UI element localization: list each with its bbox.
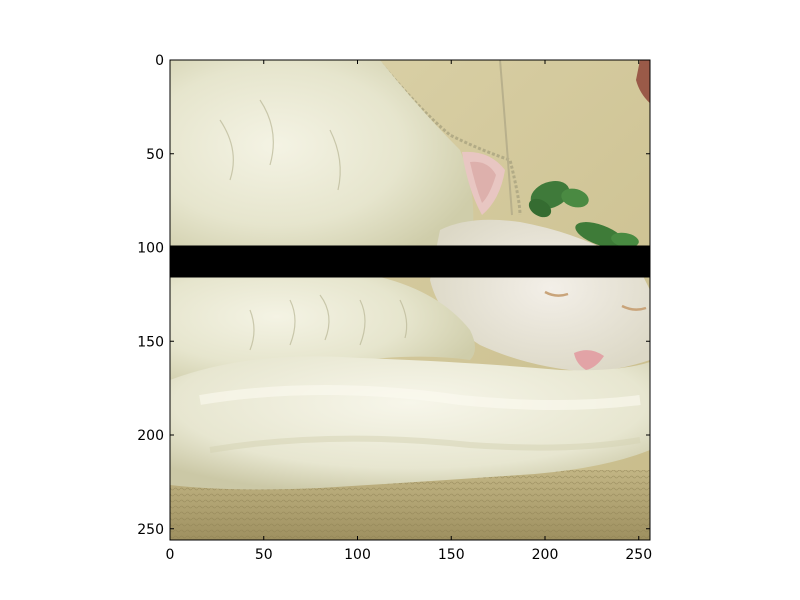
x-tick-label: 100 xyxy=(344,547,371,563)
x-axis: 0 50 100 150 200 250 xyxy=(166,60,652,563)
cat-nose xyxy=(574,350,604,370)
y-tick-label: 250 xyxy=(137,522,164,538)
cat-back xyxy=(170,60,474,250)
cat-side xyxy=(170,265,475,380)
fur-texture xyxy=(219,99,408,351)
y-tick-label: 0 xyxy=(155,53,164,69)
cat-eye-left xyxy=(544,290,569,297)
x-tick-label: 250 xyxy=(625,547,652,563)
y-tick-label: 100 xyxy=(137,241,164,257)
x-tick-label: 50 xyxy=(255,547,273,563)
cat-eye-right xyxy=(621,304,647,311)
y-tick-label: 50 xyxy=(146,147,164,163)
x-tick-label: 150 xyxy=(438,547,465,563)
y-tick-label: 200 xyxy=(137,428,164,444)
occlusion-band xyxy=(170,245,650,278)
y-axis: 0 50 100 150 200 250 xyxy=(137,53,650,538)
red-object xyxy=(636,60,650,104)
green-leaves xyxy=(528,180,639,248)
x-tick-label: 0 xyxy=(166,547,175,563)
cushion-fold xyxy=(499,60,513,216)
axes-frame xyxy=(169,59,651,541)
x-tick-label: 200 xyxy=(532,547,559,563)
y-tick-label: 150 xyxy=(137,334,164,350)
photo xyxy=(170,60,650,540)
